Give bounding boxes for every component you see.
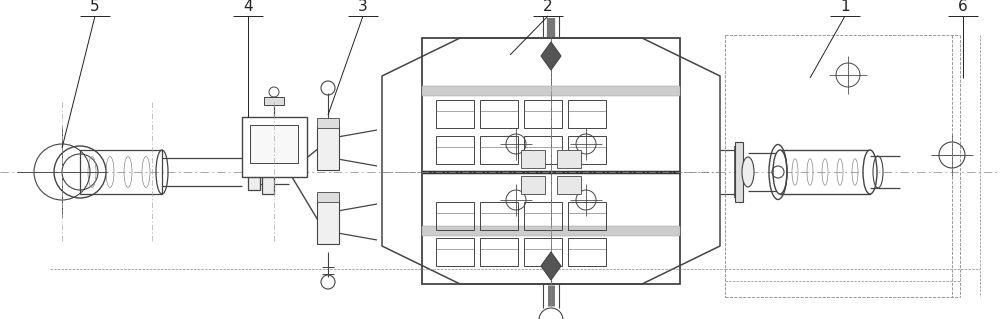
Bar	[480, 100, 518, 128]
Bar	[568, 238, 606, 266]
Text: 6: 6	[958, 0, 968, 14]
Bar	[264, 97, 284, 105]
Bar	[248, 154, 260, 190]
Bar	[317, 192, 339, 202]
Bar	[422, 226, 680, 236]
Bar	[568, 136, 606, 164]
Text: 4: 4	[243, 0, 253, 14]
Bar	[524, 238, 562, 266]
Ellipse shape	[773, 150, 787, 194]
Bar	[422, 86, 680, 96]
Bar	[422, 38, 680, 284]
Ellipse shape	[863, 150, 877, 194]
Polygon shape	[541, 42, 561, 70]
Ellipse shape	[742, 157, 754, 187]
Bar	[568, 100, 606, 128]
Bar	[480, 238, 518, 266]
Text: 2: 2	[543, 0, 553, 14]
Text: 5: 5	[90, 0, 100, 14]
Bar	[521, 150, 545, 168]
Bar	[80, 150, 162, 194]
Bar	[480, 136, 518, 164]
Bar	[317, 118, 339, 128]
Bar	[242, 117, 307, 177]
Bar	[317, 200, 339, 244]
Bar	[780, 150, 870, 194]
Bar	[436, 100, 474, 128]
Bar	[480, 202, 518, 230]
Text: 1: 1	[840, 0, 850, 14]
Polygon shape	[541, 252, 561, 280]
Bar	[317, 126, 339, 170]
Text: 3: 3	[358, 0, 368, 14]
Bar	[524, 202, 562, 230]
Bar	[436, 136, 474, 164]
Bar	[735, 142, 743, 202]
Bar	[568, 202, 606, 230]
Bar	[557, 150, 581, 168]
Bar	[250, 125, 298, 163]
Bar	[524, 100, 562, 128]
Bar	[557, 176, 581, 194]
Bar	[521, 176, 545, 194]
Bar	[524, 136, 562, 164]
Bar	[436, 202, 474, 230]
Bar	[262, 150, 274, 194]
Bar	[436, 238, 474, 266]
